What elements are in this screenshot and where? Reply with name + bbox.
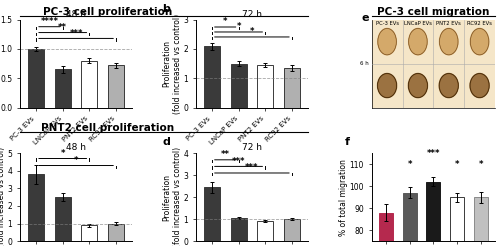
- Text: PNT2 EVs: PNT2 EVs: [436, 21, 461, 26]
- Text: *: *: [408, 160, 412, 169]
- Text: ***: ***: [70, 29, 83, 38]
- Text: *: *: [60, 149, 65, 158]
- Text: *: *: [478, 160, 483, 169]
- Bar: [284, 219, 300, 241]
- Bar: [28, 174, 44, 241]
- Bar: [28, 49, 44, 108]
- Text: d: d: [162, 138, 170, 147]
- Text: e: e: [362, 13, 370, 23]
- Text: 6 h: 6 h: [360, 61, 369, 66]
- Bar: [450, 197, 464, 246]
- Text: ***: ***: [426, 149, 440, 158]
- Text: ***: ***: [245, 163, 258, 172]
- Y-axis label: Proliferation
(fold increased vs control): Proliferation (fold increased vs control…: [162, 147, 182, 246]
- Text: ****: ****: [40, 17, 58, 26]
- Bar: [54, 197, 70, 241]
- Bar: [284, 68, 300, 108]
- Y-axis label: Proliferation
(fold increased vs control): Proliferation (fold increased vs control…: [0, 147, 6, 246]
- Text: PC-3 cell proliferation: PC-3 cell proliferation: [43, 7, 172, 17]
- Bar: [426, 182, 440, 246]
- Ellipse shape: [470, 74, 489, 98]
- Text: f: f: [344, 138, 350, 147]
- Text: *: *: [74, 156, 78, 165]
- Ellipse shape: [378, 74, 396, 98]
- Text: ***: ***: [232, 157, 245, 166]
- Bar: [82, 61, 98, 108]
- Bar: [230, 64, 246, 108]
- Bar: [204, 46, 220, 108]
- Bar: [257, 65, 273, 108]
- Bar: [402, 193, 416, 246]
- Bar: [54, 69, 70, 108]
- Y-axis label: % of total migration: % of total migration: [339, 159, 348, 236]
- Bar: [82, 225, 98, 241]
- Bar: [204, 187, 220, 241]
- Title: 72 h: 72 h: [242, 10, 262, 19]
- Text: PNT2 cell proliferation: PNT2 cell proliferation: [41, 123, 174, 133]
- Ellipse shape: [439, 74, 458, 98]
- Text: **: **: [220, 150, 230, 159]
- Bar: [379, 213, 393, 246]
- Title: 48 h: 48 h: [66, 10, 86, 19]
- Title: 72 h: 72 h: [242, 143, 262, 153]
- Bar: [257, 221, 273, 241]
- Text: *: *: [455, 160, 460, 169]
- Text: b: b: [162, 4, 170, 14]
- Text: LNCaP EVs: LNCaP EVs: [404, 21, 432, 26]
- Text: **: **: [58, 23, 67, 32]
- Text: PC-3 EVs: PC-3 EVs: [376, 21, 398, 26]
- Ellipse shape: [408, 74, 428, 98]
- Bar: [230, 218, 246, 241]
- Y-axis label: Proliferation
(fold increased vs control): Proliferation (fold increased vs control…: [162, 14, 182, 114]
- Text: *: *: [250, 27, 254, 36]
- Bar: [108, 224, 124, 241]
- Circle shape: [440, 29, 458, 55]
- Circle shape: [470, 29, 489, 55]
- Text: *: *: [223, 17, 228, 26]
- Circle shape: [408, 29, 427, 55]
- Bar: [108, 65, 124, 108]
- Text: RC92 EVs: RC92 EVs: [467, 21, 492, 26]
- Text: PC-3 cell migration: PC-3 cell migration: [377, 7, 490, 17]
- Circle shape: [378, 29, 396, 55]
- Bar: [474, 197, 488, 246]
- Title: 48 h: 48 h: [66, 143, 86, 153]
- Text: *: *: [236, 22, 241, 31]
